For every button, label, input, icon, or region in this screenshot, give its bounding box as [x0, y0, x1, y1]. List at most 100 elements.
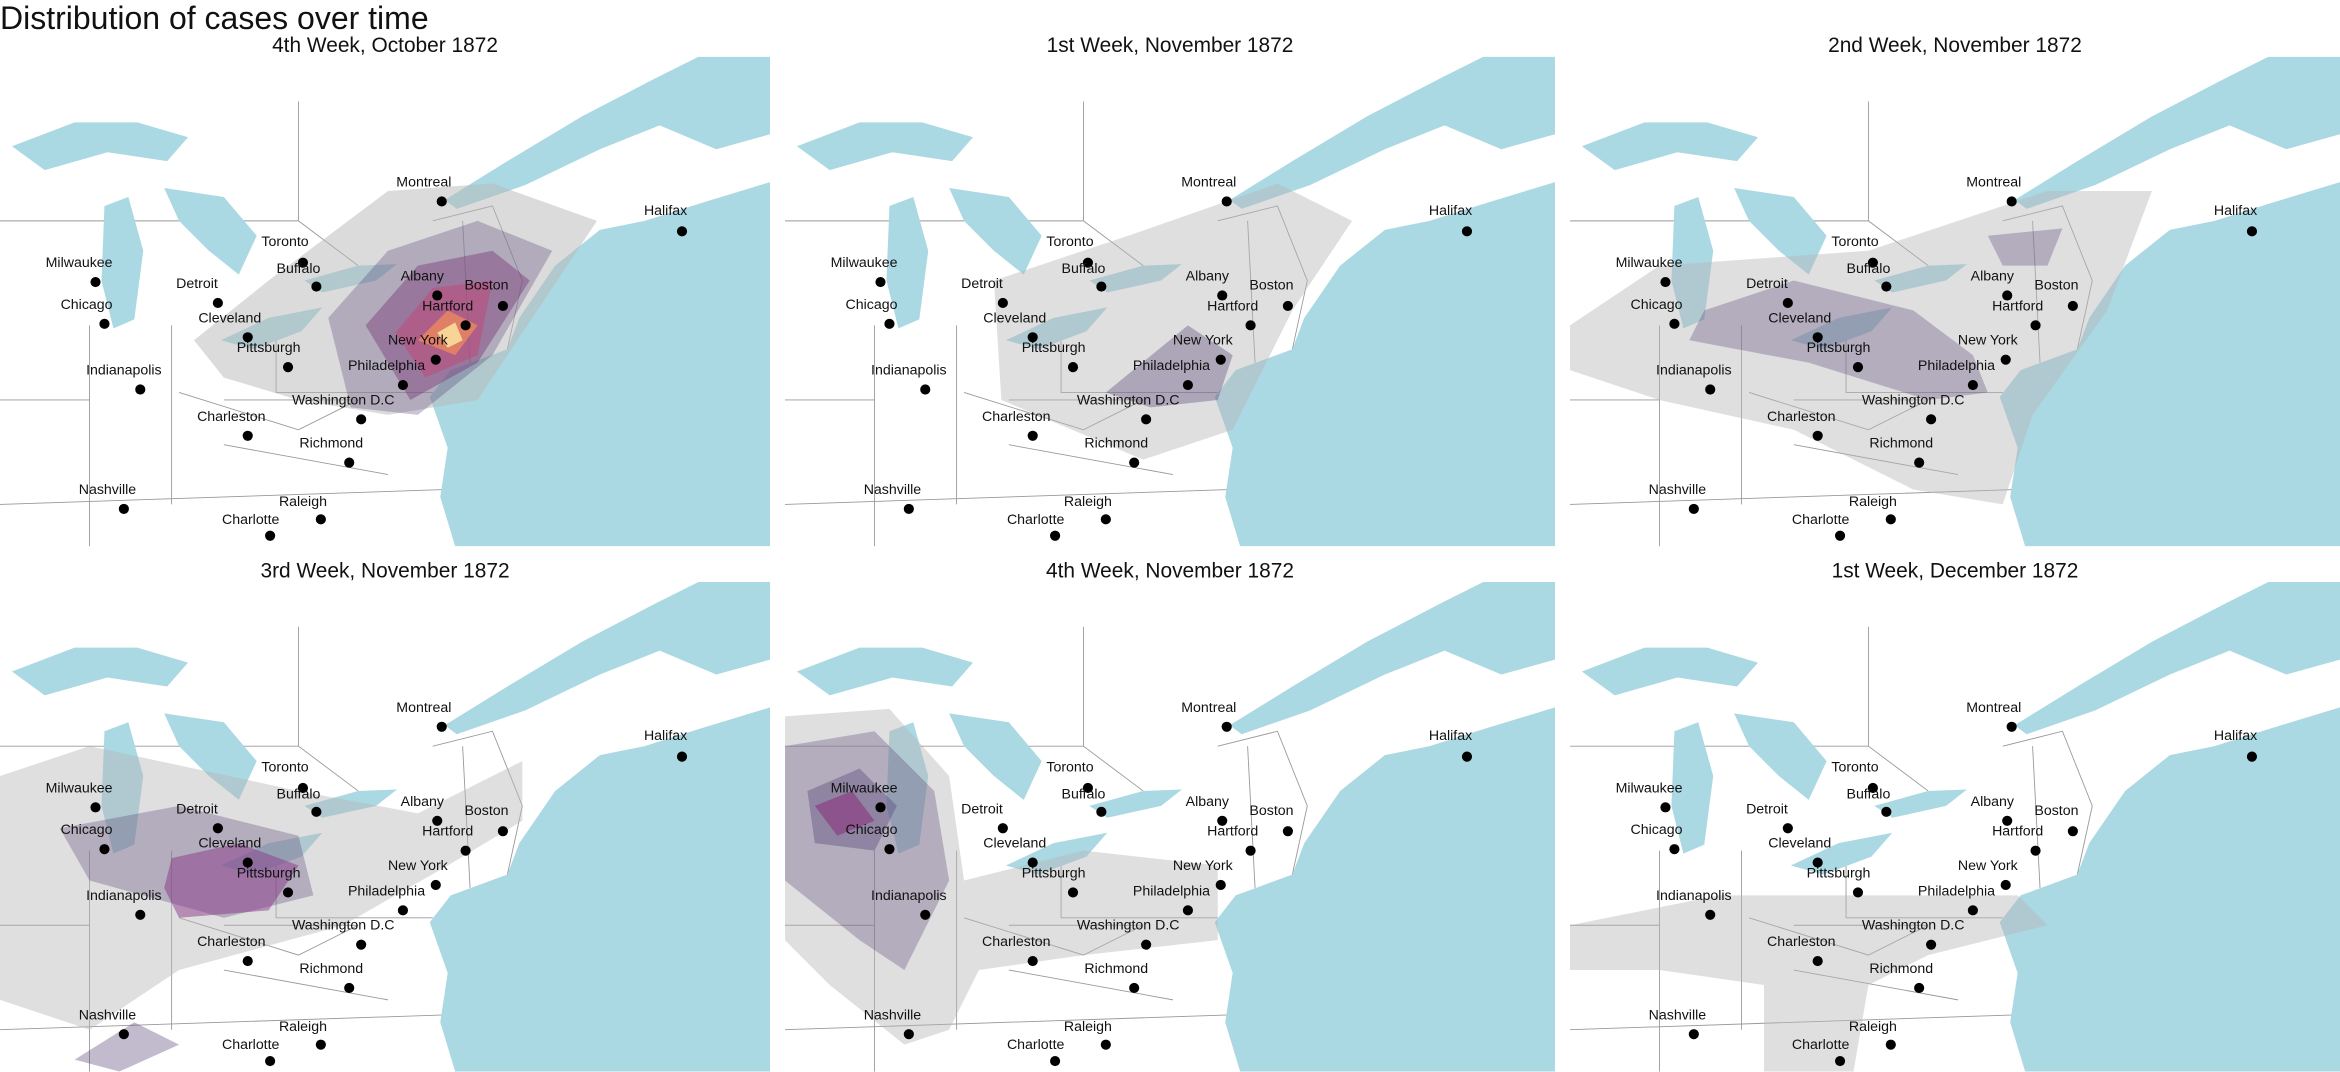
- city-label: Washington D.C: [1862, 918, 1965, 934]
- city-label: Milwaukee: [46, 780, 113, 796]
- city-dot: [1215, 354, 1226, 365]
- border: [1060, 843, 1218, 919]
- city-label: Washington D.C: [1862, 392, 1965, 408]
- city-dot: [1141, 939, 1152, 950]
- city-label: Montreal: [1181, 175, 1236, 191]
- ocean: [1999, 182, 2340, 547]
- city-label: Detroit: [1746, 801, 1788, 817]
- city-label: Albany: [1971, 794, 2015, 810]
- city-dot: [1027, 332, 1038, 343]
- map: Montreal Halifax Toronto Milwaukee Buffalo De…: [1569, 56, 2340, 547]
- city-dot: [997, 297, 1008, 309]
- city-label: Hartford: [1207, 824, 1258, 840]
- city-label: Chicago: [846, 297, 898, 313]
- city-label: Toronto: [261, 760, 308, 776]
- city-dot: [1217, 815, 1228, 826]
- city-dot: [903, 503, 914, 514]
- lake: [11, 647, 189, 696]
- city-label: Halifax: [2214, 728, 2257, 744]
- density-contour: [74, 1022, 180, 1072]
- density-contour: [1987, 228, 2063, 266]
- city-label: Montreal: [396, 700, 451, 716]
- city-label: Buffalo: [1847, 261, 1891, 277]
- city-dot: [2030, 320, 2041, 331]
- city-label: Toronto: [1831, 760, 1878, 776]
- city-dot: [2030, 845, 2041, 856]
- city-dot: [1245, 320, 1256, 331]
- city-dot: [436, 721, 447, 732]
- border: [1748, 917, 1929, 956]
- city-dot: [2002, 290, 2013, 301]
- density-contour: [1689, 280, 1988, 400]
- city-label: Richmond: [1084, 961, 1148, 977]
- ocean: [1999, 707, 2340, 1072]
- city-label: Buffalo: [277, 261, 321, 277]
- border: [462, 746, 471, 888]
- city-dot: [1182, 379, 1193, 391]
- city-dot: [1221, 721, 1232, 732]
- city-dot: [1282, 826, 1293, 837]
- city-label: New York: [1958, 858, 2019, 874]
- city-dot: [1812, 430, 1823, 441]
- city-label: Charlotte: [1792, 1037, 1850, 1053]
- lake: [1734, 713, 1827, 800]
- city-dot: [118, 503, 129, 514]
- city-dot: [1067, 362, 1079, 373]
- city-dot: [1461, 226, 1473, 237]
- city-dot: [436, 196, 447, 207]
- ocean: [1214, 182, 1556, 547]
- city-label: Albany: [401, 269, 445, 285]
- city-dot: [1926, 939, 1937, 950]
- city-dot: [242, 857, 253, 868]
- city-label: Richmond: [1869, 436, 1933, 452]
- city-label: Charleston: [982, 934, 1050, 950]
- lake: [101, 196, 144, 329]
- border: [963, 392, 1144, 431]
- city-label: Charlotte: [1792, 512, 1850, 528]
- city-label: Raleigh: [1849, 494, 1897, 510]
- city-dot: [1182, 905, 1193, 916]
- city-label: Nashville: [79, 1007, 137, 1023]
- city-dot: [315, 1039, 326, 1050]
- city-dot: [1782, 823, 1793, 834]
- city-label: Philadelphia: [1918, 358, 1995, 374]
- city-dot: [1027, 430, 1038, 441]
- city-label: Hartford: [1207, 298, 1258, 314]
- city-dot: [1852, 887, 1864, 898]
- city-dot: [212, 297, 223, 309]
- city-label: New York: [388, 333, 449, 349]
- city-dot: [1027, 955, 1038, 967]
- city-label: Indianapolis: [86, 888, 162, 904]
- city-dot: [1967, 379, 1978, 391]
- city-label: Montreal: [1966, 175, 2021, 191]
- city-dot: [920, 384, 931, 395]
- city-label: Chicago: [61, 822, 113, 838]
- map-panel: 2nd Week, November 1872 Montreal Halifax To…: [1569, 34, 2340, 547]
- city-label: Milwaukee: [1616, 255, 1683, 271]
- city-label: Buffalo: [1062, 786, 1106, 802]
- city-dot: [1100, 514, 1111, 525]
- city-label: Charleston: [1767, 409, 1835, 425]
- city-dot: [315, 514, 326, 525]
- density-contour: [1569, 895, 2048, 1072]
- city-label: Boston: [464, 278, 508, 294]
- city-label: Hartford: [422, 298, 473, 314]
- city-dot: [1812, 955, 1823, 967]
- city-dot: [90, 276, 101, 288]
- city-dot: [1881, 281, 1892, 292]
- city-label: Indianapolis: [871, 363, 947, 379]
- city-dot: [430, 879, 441, 891]
- city-dot: [1885, 1039, 1896, 1050]
- lake: [1874, 264, 1967, 293]
- gulf: [1229, 582, 1556, 735]
- city-dot: [997, 823, 1008, 834]
- city-dot: [356, 414, 367, 425]
- city-dot: [356, 939, 367, 950]
- city-label: Buffalo: [277, 786, 321, 802]
- border: [0, 1014, 448, 1031]
- city-dot: [2000, 354, 2011, 365]
- city-label: Raleigh: [279, 494, 327, 510]
- city-dot: [99, 318, 110, 329]
